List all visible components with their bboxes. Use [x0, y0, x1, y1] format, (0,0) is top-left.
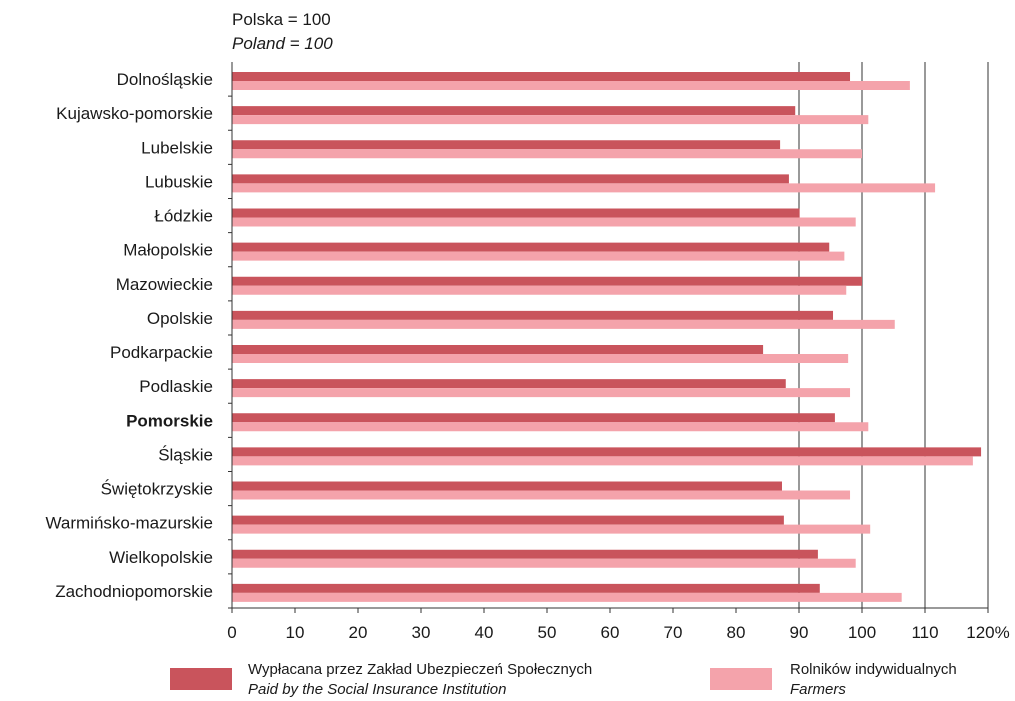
- bar-zus: [232, 549, 818, 559]
- legend-entry-farmers: Rolników indywidualnych Farmers: [790, 660, 957, 700]
- legend-label-farmers-en: Farmers: [790, 681, 846, 698]
- x-tick-label: 50: [538, 623, 557, 642]
- category-label: Podlaskie: [139, 377, 213, 396]
- unit-label-en: Poland = 100: [232, 34, 333, 53]
- category-label: Mazowieckie: [116, 275, 213, 294]
- x-tick-label: 120%: [966, 623, 1009, 642]
- bar-zus: [232, 413, 835, 423]
- x-tick-label: 60: [601, 623, 620, 642]
- bar-zus: [232, 345, 764, 354]
- x-tick-label: 70: [664, 623, 683, 642]
- bar-farmers: [232, 422, 869, 432]
- bar-farmers: [232, 319, 895, 329]
- bar-farmers: [232, 81, 910, 90]
- bar-farmers: [232, 524, 871, 534]
- category-label: Śląskie: [158, 445, 213, 464]
- bar-farmers: [232, 115, 869, 125]
- bar-farmers: [232, 149, 862, 159]
- x-tick-label: 90: [790, 623, 809, 642]
- bar-zus: [232, 481, 782, 491]
- bar-zus: [232, 208, 800, 218]
- bar-farmers: [232, 251, 845, 261]
- category-label: Opolskie: [147, 309, 213, 328]
- x-tick-label: 110: [911, 623, 938, 642]
- bar-zus: [232, 379, 786, 389]
- legend-swatch-farmers: [710, 668, 772, 690]
- bar-zus: [232, 242, 830, 252]
- bar-zus: [232, 140, 781, 150]
- bar-farmers: [232, 456, 973, 466]
- x-tick-label: 20: [349, 623, 368, 642]
- legend-entry-zus: Wypłacana przez Zakład Ubezpieczeń Społe…: [248, 660, 592, 700]
- legend-label-zus-pl: Wypłacana przez Zakład Ubezpieczeń Społe…: [248, 661, 593, 678]
- legend-label-farmers-pl: Rolników indywidualnych: [790, 661, 957, 678]
- bar-zus: [232, 447, 982, 457]
- category-label: Małopolskie: [123, 241, 213, 260]
- category-label: Warmińsko-mazurskie: [45, 514, 213, 533]
- legend-label-zus-en: Paid by the Social Insurance Institution: [248, 681, 507, 698]
- x-tick-label: 10: [286, 623, 305, 642]
- category-label: Lubuskie: [145, 172, 213, 191]
- legend-swatch-zus: [170, 668, 232, 690]
- bar-zus: [232, 72, 851, 81]
- bar-zus: [232, 276, 862, 286]
- unit-label-pl: Polska = 100: [232, 10, 331, 29]
- category-label: Świętokrzyskie: [101, 480, 213, 499]
- bar-zus: [232, 515, 784, 525]
- bar-zus: [232, 106, 796, 116]
- x-tick-label: 100: [848, 623, 876, 642]
- bar-farmers: [232, 490, 851, 500]
- x-tick-label: 30: [412, 623, 431, 642]
- bar-chart: Dolnośląskie Kujawsko-pomorskie Lubelskie L…: [45, 62, 1010, 642]
- x-tick-label: 40: [475, 623, 494, 642]
- bar-farmers: [232, 388, 851, 398]
- x-tick-label: 0: [227, 623, 236, 642]
- category-label: Pomorskie: [126, 411, 213, 430]
- bar-zus: [232, 583, 820, 593]
- category-label: Zachodniopomorskie: [55, 582, 213, 601]
- category-label: Podkarpackie: [110, 343, 213, 362]
- bar-zus: [232, 174, 789, 184]
- category-label: Lubelskie: [141, 138, 213, 157]
- bar-farmers: [232, 558, 856, 568]
- bar-farmers: [232, 183, 936, 193]
- category-label: Łódzkie: [154, 207, 213, 226]
- bar-zus: [232, 310, 834, 320]
- bar-farmers: [232, 592, 902, 602]
- bar-farmers: [232, 217, 856, 227]
- category-label: Dolnośląskie: [117, 70, 213, 89]
- bar-farmers: [232, 354, 849, 363]
- x-tick-label: 80: [727, 623, 746, 642]
- category-label: Wielkopolskie: [109, 548, 213, 567]
- bar-farmers: [232, 285, 847, 295]
- category-label: Kujawsko-pomorskie: [56, 104, 213, 123]
